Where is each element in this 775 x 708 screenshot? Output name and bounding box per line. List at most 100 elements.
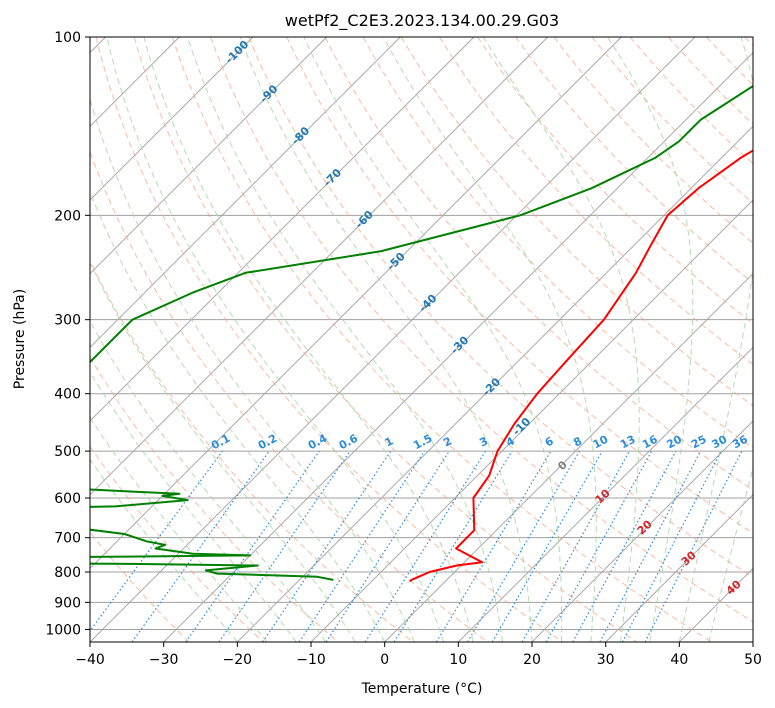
mixing-ratio-line: [545, 450, 653, 642]
isotherm-line: [90, 37, 327, 275]
isotherm-line: [752, 641, 753, 642]
dry-adiabat-line: [668, 37, 753, 125]
y-tick-label: 400: [54, 387, 81, 403]
mixing-ratio-line: [491, 450, 603, 642]
isotherm-line: [237, 125, 753, 642]
dry-adiabat-line: [324, 37, 753, 491]
isotherm-label: -100: [223, 38, 252, 67]
isotherm-line: [163, 52, 753, 642]
moist-adiabat-line: [90, 416, 268, 642]
moist-adiabat-line: [90, 261, 356, 642]
dry-adiabat-line: [248, 37, 753, 578]
mixing-ratio-line: [325, 450, 450, 642]
mixing-ratio-line: [572, 450, 677, 642]
chart-title: wetPf2_C2E3.2023.134.00.29.G03: [285, 11, 559, 31]
dry-adiabat-line: [90, 531, 190, 642]
mixing-ratio-label: 10: [591, 433, 611, 452]
moist-adiabat-line: [90, 370, 297, 642]
mixing-ratio-label: 1.5: [411, 432, 434, 453]
isotherm-line: [458, 346, 753, 642]
mixing-ratio-line: [644, 450, 743, 642]
x-axis-label: Temperature (°C): [361, 681, 483, 697]
y-tick-label: 1000: [45, 622, 81, 638]
isotherm-line: [90, 37, 696, 642]
dry-adiabat-line: [591, 37, 753, 204]
isotherm-line: [531, 420, 753, 642]
mixing-ratio-label: 3: [477, 434, 490, 449]
x-tick-label: −10: [296, 652, 326, 668]
moist-adiabat-line: [90, 320, 327, 642]
dry-adiabat-line: [90, 445, 264, 642]
mixing-ratio-label: 13: [618, 433, 638, 452]
isotherm-line: [384, 273, 753, 642]
x-tick-label: 0: [380, 652, 389, 668]
y-tick-label: 700: [54, 531, 81, 547]
isotherm-label: 0: [555, 458, 570, 473]
moist-adiabat-line: [187, 37, 503, 642]
dry-adiabat-line: [744, 37, 753, 47]
mixing-ratio-label: 0.4: [306, 432, 330, 453]
dry-adiabat-line: [171, 37, 712, 642]
dry-adiabat-label: 20: [635, 517, 655, 537]
mixing-ratio-line: [218, 450, 351, 642]
moist-adiabat-line: [382, 37, 597, 642]
y-tick-label: 100: [54, 30, 81, 46]
x-tick-label: 40: [670, 652, 688, 668]
moist-adiabat-line: [90, 97, 415, 642]
dry-adiabat-line: [90, 150, 488, 642]
mixing-ratio-label: 1: [383, 434, 396, 449]
isotherm-line: [90, 37, 401, 348]
isotherm-label: -40: [416, 291, 439, 314]
isotherm-label: -50: [385, 250, 408, 273]
mixing-ratio-line: [466, 450, 580, 642]
y-tick-label: 500: [54, 444, 81, 460]
isotherm-label: -60: [353, 208, 376, 231]
mixing-ratio-line: [185, 450, 320, 642]
dry-adiabat-line: [362, 37, 753, 449]
moist-adiabat-line: [708, 466, 753, 642]
isotherm-line: [90, 37, 548, 496]
moist-adiabat-line: [303, 37, 563, 642]
mixing-ratio-line: [393, 450, 513, 642]
x-tick-label: −40: [75, 652, 105, 668]
dry-adiabat-line: [210, 37, 753, 623]
y-tick-label: 300: [54, 313, 81, 329]
dry-adiabat-line: [95, 37, 563, 642]
moist-adiabat-line: [90, 458, 238, 642]
y-tick-label: 600: [54, 491, 81, 507]
mixing-ratio-label: 8: [571, 434, 584, 449]
mixing-ratio-label: 0.1: [209, 432, 232, 453]
isotherm-line: [90, 37, 475, 422]
dry-adiabat-line: [90, 259, 414, 642]
y-tick-label: 900: [54, 595, 81, 611]
isotherm-line: [90, 37, 254, 201]
mixing-ratio-label: 16: [640, 433, 660, 452]
isotherm-label: -20: [480, 375, 503, 398]
y-axis-label: Pressure (hPa): [12, 289, 28, 389]
x-tick-label: 30: [597, 652, 615, 668]
plot-frame: [89, 36, 754, 643]
mixing-ratio-line: [521, 450, 631, 642]
y-tick-label: 200: [54, 208, 81, 224]
temperature-profile-line: [409, 149, 753, 583]
isotherm-line: [90, 37, 622, 569]
moist-adiabat-line: [90, 190, 386, 642]
profile-lines: [90, 84, 753, 583]
isotherm-line: [605, 494, 753, 642]
mixing-ratio-label: 6: [543, 434, 556, 449]
mixing-ratio-label: 36: [730, 433, 750, 452]
isotherm-label: -70: [321, 166, 344, 189]
x-tick-label: −30: [149, 652, 179, 668]
moist-adiabat-line: [106, 37, 445, 642]
moist-adiabat-line: [678, 37, 753, 642]
x-tick-label: −20: [223, 652, 253, 668]
mixing-ratio-label: 30: [710, 433, 730, 452]
mixing-ratio-line: [90, 450, 223, 632]
mixing-ratio-line: [364, 450, 486, 642]
dry-adiabat-line: [286, 37, 753, 534]
dry-adiabat-line: [400, 37, 753, 407]
dry-adiabat-line: [133, 37, 638, 642]
dry-adiabat-line: [553, 37, 753, 244]
isotherm-label: -90: [257, 82, 280, 105]
